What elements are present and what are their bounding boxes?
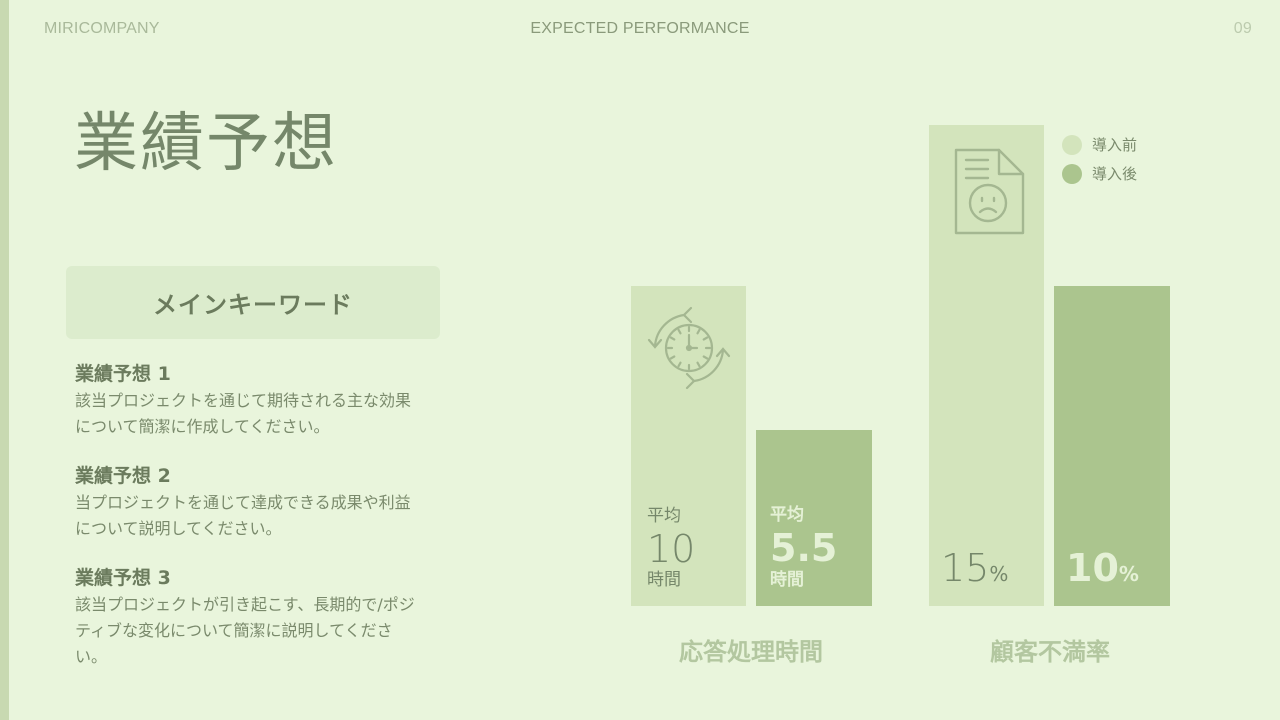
- forecast-item-3: 業績予想 3 該当プロジェクトが引き起こす、長期的で/ポジティブな変化について簡…: [75, 564, 435, 670]
- avg-label: 平均: [770, 505, 804, 525]
- main-keyword-box: メインキーワード: [66, 266, 440, 339]
- company-name: MIRICOMPANY: [44, 20, 160, 37]
- forecast-item-title: 業績予想 2: [75, 465, 171, 487]
- main-keyword-label: メインキーワード: [153, 291, 353, 319]
- bar-value: 10: [1066, 546, 1119, 590]
- page-title: 業績予想: [74, 107, 338, 181]
- forecast-item-desc: 該当プロジェクトが引き起こす、長期的で/ポジティブな変化について簡潔に説明してく…: [75, 595, 415, 666]
- bar-dissatisfaction-before: 15%: [929, 125, 1044, 606]
- left-accent-stripe: [0, 0, 9, 720]
- bar-value-group: 15%: [941, 549, 1008, 587]
- bar-value: 10: [647, 527, 696, 571]
- legend-label: 導入後: [1092, 165, 1138, 183]
- section-title: EXPECTED PERFORMANCE: [530, 20, 750, 37]
- percent-unit: %: [1118, 562, 1139, 586]
- forecast-item-desc: 当プロジェクトを通じて達成できる成果や利益について説明してください。: [75, 493, 411, 538]
- forecast-item-title: 業績予想 1: [75, 363, 171, 385]
- bar-dissatisfaction-after: 10%: [1054, 286, 1170, 606]
- legend-item-after: 導入後: [1062, 159, 1137, 188]
- legend-dot-before: [1062, 134, 1082, 155]
- sad-document-icon: [954, 148, 1025, 235]
- percent-unit: %: [989, 562, 1009, 586]
- legend-label: 導入前: [1092, 136, 1138, 154]
- page-number: 09: [1233, 20, 1252, 37]
- legend-dot-after: [1062, 163, 1082, 184]
- chart-legend: 導入前 導入後: [1062, 130, 1137, 188]
- bar-value-group: 10%: [1066, 549, 1139, 587]
- unit-label: 時間: [647, 570, 681, 590]
- bar-value: 15: [941, 546, 990, 590]
- forecast-item-1: 業績予想 1 該当プロジェクトを通じて期待される主な効果について簡潔に作成してく…: [75, 360, 435, 440]
- unit-label: 時間: [770, 570, 804, 590]
- forecast-list: 業績予想 1 該当プロジェクトを通じて期待される主な効果について簡潔に作成してく…: [75, 360, 435, 692]
- category-label-dissatisfaction: 顧客不満率: [990, 638, 1110, 666]
- category-label-response-time: 応答処理時間: [679, 638, 823, 666]
- avg-label: 平均: [647, 506, 681, 526]
- forecast-item-title: 業績予想 3: [75, 567, 171, 589]
- forecast-item-desc: 該当プロジェクトを通じて期待される主な効果について簡潔に作成してください。: [75, 391, 412, 436]
- bar-response-time-before: 平均 10 時間: [631, 286, 746, 606]
- clock-cycle-icon: [647, 306, 731, 390]
- bar-value: 5.5: [770, 526, 838, 570]
- forecast-item-2: 業績予想 2 当プロジェクトを通じて達成できる成果や利益について説明してください…: [75, 462, 435, 542]
- bar-response-time-after: 平均 5.5 時間: [756, 430, 872, 606]
- legend-item-before: 導入前: [1062, 130, 1137, 159]
